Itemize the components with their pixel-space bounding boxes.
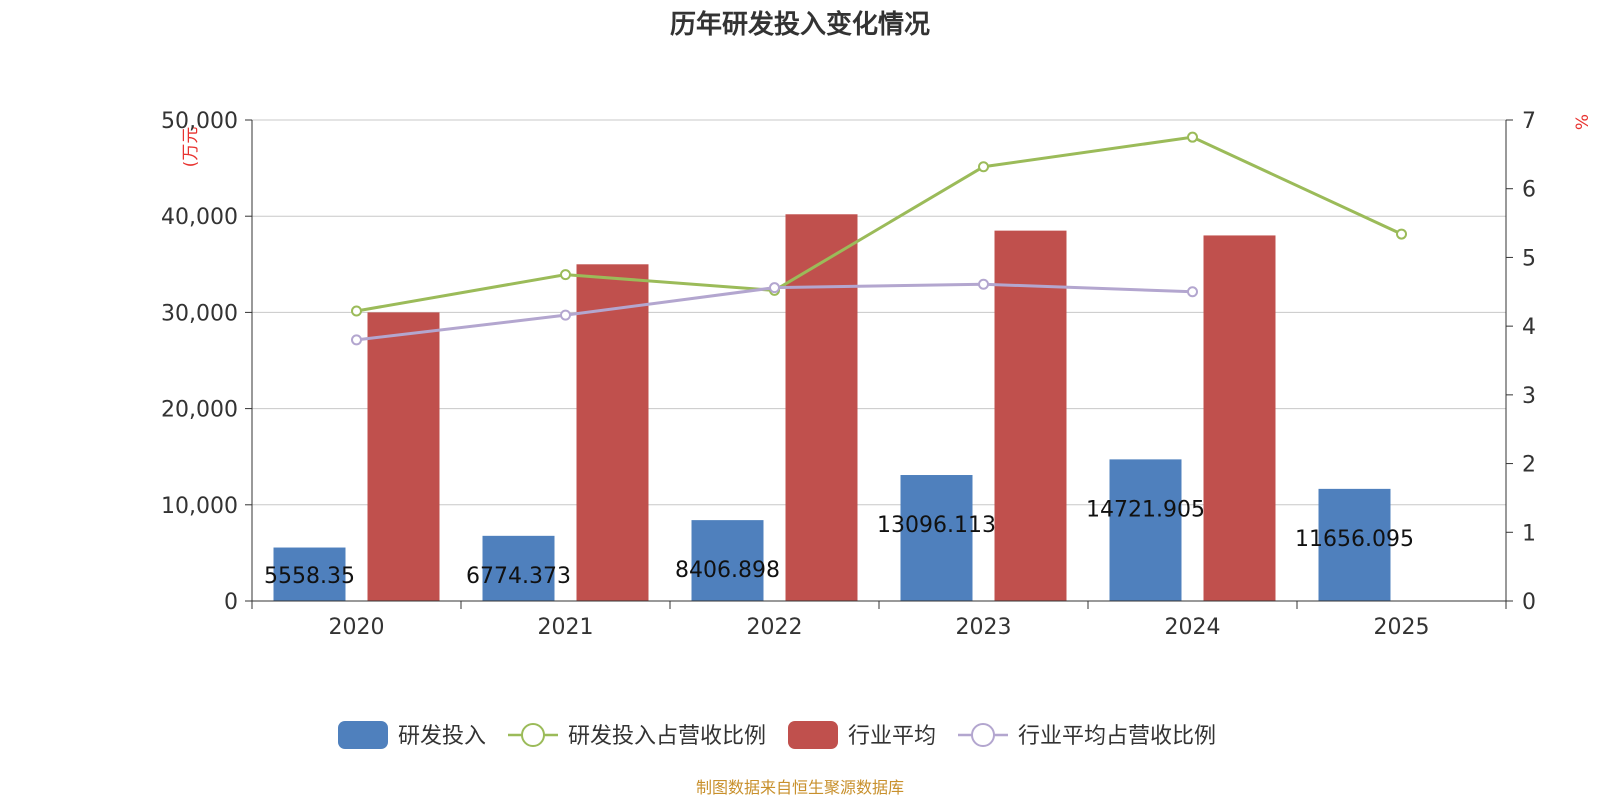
bar-series xyxy=(273,214,1391,601)
legend-swatch-marker xyxy=(971,723,995,747)
line-point xyxy=(978,161,989,173)
left-axis-tick-label: 30,000 xyxy=(161,301,238,326)
data-label: 13096.113 xyxy=(877,513,996,538)
x-axis-tick-label: 2024 xyxy=(1165,615,1221,640)
legend-swatch xyxy=(338,721,388,749)
legend-label: 行业平均占营收比例 xyxy=(1018,724,1216,749)
chart-title: 历年研发投入变化情况 xyxy=(670,9,930,40)
legend-label: 研发投入占营收比例 xyxy=(568,724,766,749)
left-axis-tick-label: 40,000 xyxy=(161,205,238,230)
right-axis-tick-label: 4 xyxy=(1522,315,1536,340)
legend-item[interactable]: 研发投入占营收比例 xyxy=(508,723,766,749)
series-line xyxy=(356,135,1403,313)
right-axis-tick-label: 1 xyxy=(1522,521,1536,546)
gridlines xyxy=(252,119,1506,506)
right-axis-tick-label: 5 xyxy=(1522,246,1536,271)
data-label: 5558.35 xyxy=(264,564,355,589)
right-axis-tick-label: 3 xyxy=(1522,384,1536,409)
right-axis-tick-label: 7 xyxy=(1522,109,1536,134)
left-axis-tick-label: 50,000 xyxy=(161,109,238,134)
data-label: 8406.898 xyxy=(675,558,780,583)
bar xyxy=(576,264,649,601)
line-point xyxy=(1396,228,1407,240)
legend-label: 行业平均 xyxy=(848,724,936,749)
data-label: 6774.373 xyxy=(466,564,571,589)
bar xyxy=(691,520,764,601)
left-axis-unit: (万元 xyxy=(181,127,201,168)
left-axis-tick-label: 0 xyxy=(224,590,238,615)
legend-swatch-marker xyxy=(521,723,545,747)
bar xyxy=(1318,488,1391,601)
legend-label: 研发投入 xyxy=(398,724,486,749)
bar xyxy=(1203,235,1276,601)
bar xyxy=(482,535,555,601)
line-point xyxy=(978,278,989,290)
right-axis-tick-label: 6 xyxy=(1522,178,1536,203)
bar xyxy=(994,230,1067,601)
x-axis-tick-label: 2020 xyxy=(329,615,385,640)
left-axis-tick-label: 20,000 xyxy=(161,398,238,423)
line-point xyxy=(351,334,362,346)
data-label: 14721.905 xyxy=(1086,497,1205,522)
right-axis-tick-label: 2 xyxy=(1522,453,1536,478)
data-labels: 5558.35 6774.373 8406.898 13096.113 14721.90… xyxy=(264,497,1414,589)
x-axis-tick-label: 2021 xyxy=(538,615,594,640)
legend[interactable]: 研发投入 研发投入占营收比例 行业平均 行业平均占营收比例 xyxy=(338,721,1216,749)
line-point xyxy=(769,282,780,294)
bar xyxy=(900,475,973,601)
right-axis-tick-label: 0 xyxy=(1522,590,1536,615)
bar xyxy=(785,214,858,601)
bar xyxy=(273,547,346,601)
legend-item[interactable]: 行业平均占营收比例 xyxy=(958,723,1216,749)
source-note: 制图数据来自恒生聚源数据库 xyxy=(696,778,904,797)
axes: 0 10,000 20,000 30,000 40,000 50,000 0 1 2 3 4 5 6 7 2… xyxy=(161,109,1536,640)
line-point xyxy=(351,305,362,317)
bar xyxy=(1109,459,1182,601)
line-point xyxy=(560,309,571,321)
x-axis-tick-label: 2023 xyxy=(956,615,1012,640)
line-point xyxy=(1187,131,1198,143)
x-axis-tick-label: 2025 xyxy=(1374,615,1430,640)
right-axis-unit: % xyxy=(1573,114,1593,130)
line-series xyxy=(351,131,1407,346)
line-point xyxy=(560,269,571,281)
legend-swatch xyxy=(788,721,838,749)
left-axis-tick-label: 10,000 xyxy=(161,494,238,519)
data-label: 11656.095 xyxy=(1295,527,1414,552)
legend-item[interactable]: 研发投入 xyxy=(338,721,486,749)
bar xyxy=(367,312,440,601)
x-axis-tick-label: 2022 xyxy=(747,615,803,640)
legend-item[interactable]: 行业平均 xyxy=(788,721,936,749)
line-point xyxy=(1187,286,1198,298)
